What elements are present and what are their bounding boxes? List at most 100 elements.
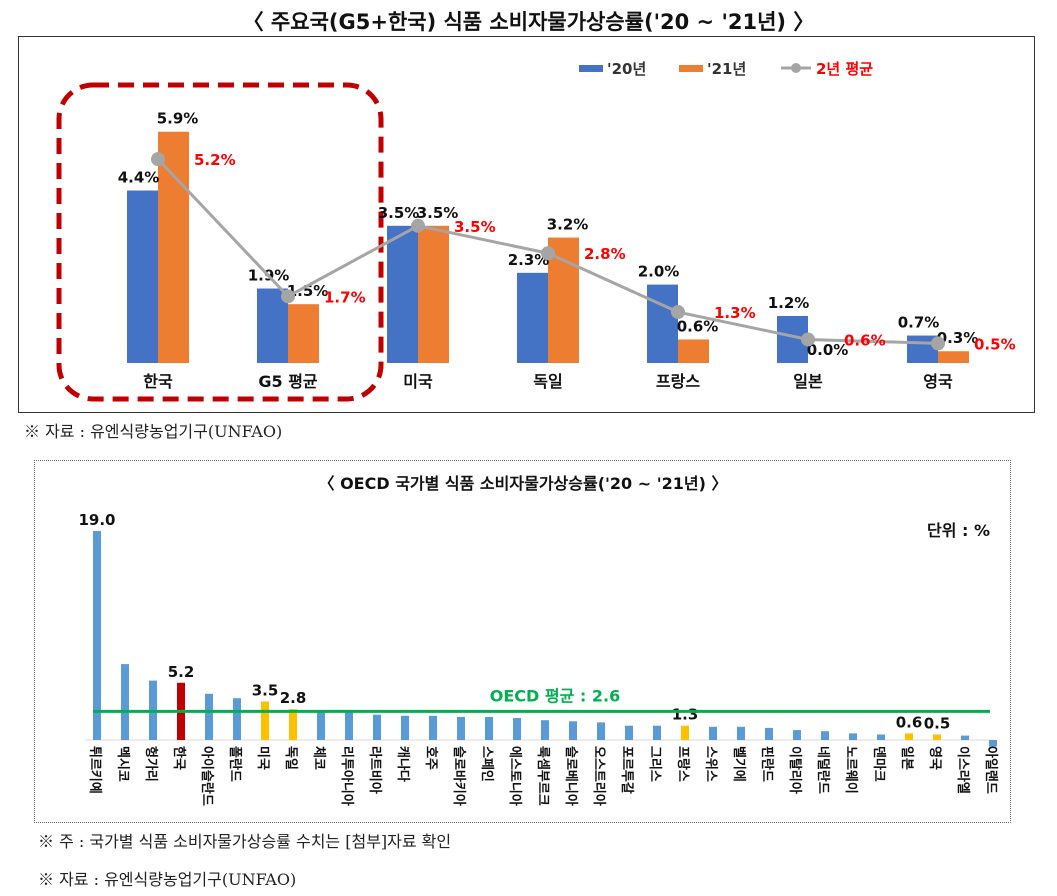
bar-오스트리아 [597,722,605,740]
category-label: 일본 [793,372,823,391]
category-label: 이탈리아 [787,746,803,794]
bar-영국 [933,734,941,740]
bar-미국 [261,701,269,740]
bar-일본 [905,733,913,740]
bar-2021 [548,237,579,363]
bar-리투아니아 [345,711,353,740]
highlight-box [56,82,384,402]
data-label: 5.2 [168,663,195,681]
category-label: 프랑스 [656,372,700,391]
bar-2020 [387,225,418,363]
bar-아일랜드 [989,740,997,747]
category-label: 한국 [143,372,173,391]
legend-swatch-2020 [579,65,603,72]
bar-스위스 [709,726,717,740]
bar-멕시코 [121,664,129,740]
avg-data-label: 0.5% [974,335,1016,353]
data-label: 3.5 [252,682,279,700]
data-label-2020: 2.3% [508,251,550,269]
category-label: 노르웨이 [843,746,859,794]
legend-marker-avg [791,63,801,73]
category-label: 벨기에 [731,746,747,782]
bar-2021 [938,351,969,363]
category-label: 에스토니아 [507,746,523,806]
avg-marker [151,152,165,167]
oecd-average-label: OECD 평균 : 2.6 [490,686,620,705]
category-label: 그리스 [647,746,663,782]
bar-2021 [158,131,189,363]
category-label: 포르투갈 [619,746,634,794]
data-label-2021: 3.2% [547,216,589,234]
category-label: 오스트리아 [591,746,607,806]
bottom-note: ※ 주 : 국가별 식품 소비자물가상승률 수치는 [첨부]자료 확인 [38,832,452,851]
bar-2020 [517,272,548,363]
bottom-chart-title: 〈 OECD 국가별 식품 소비자물가상승률('20 ~ '21년) 〉 [319,474,728,493]
data-label-2021: 0.6% [677,317,719,335]
avg-data-label: 0.6% [844,331,886,349]
category-label: 스위스 [703,746,718,782]
bottom-chart-svg: 〈 OECD 국가별 식품 소비자물가상승률('20 ~ '21년) 〉 단위 :… [78,474,999,806]
data-label: 0.6 [896,713,923,731]
category-label: 한국 [171,746,187,770]
avg-marker [931,336,945,351]
bar-아이슬란드 [205,693,213,740]
avg-marker [281,289,295,304]
bar-호주 [429,715,437,740]
bar-라트비아 [373,714,381,740]
bar-덴마크 [877,734,885,740]
bar-스페인 [485,716,493,740]
avg-data-label: 1.3% [714,304,756,322]
bar-핀란드 [765,727,773,740]
bar-포르투갈 [625,725,633,740]
data-label: 2.8 [280,689,307,707]
category-label: 슬로베니아 [563,746,579,806]
bar-벨기에 [737,726,745,740]
data-label-2021: 3.5% [417,204,459,222]
category-label: 체코 [311,746,326,770]
category-label: 독일 [533,372,562,391]
bottom-chart: 〈 OECD 국가별 식품 소비자물가상승률('20 ~ '21년) 〉 단위 :… [34,460,1011,823]
category-label: 튀르키예 [87,746,103,794]
avg-marker [801,332,815,347]
data-label-2020: 0.7% [898,314,940,332]
category-label: 리투아니아 [339,746,355,806]
bar-캐나다 [401,715,409,740]
category-label: 헝가리 [143,746,159,782]
bar-2021 [288,304,319,363]
legend-label-2021: '21년 [707,60,746,78]
bar-튀르키예 [93,531,101,740]
data-label-2020: 1.2% [768,294,810,312]
data-label-2021: 0.0% [807,341,849,359]
data-label: 19.0 [78,511,115,529]
bar-2020 [647,284,678,363]
bar-에스토니아 [513,718,521,740]
bar-그리스 [653,725,661,740]
legend-swatch-2021 [679,65,703,72]
category-label: 영국 [923,372,953,391]
category-label: 아이슬란드 [199,746,215,806]
category-label: 미국 [255,746,271,770]
category-label: 멕시코 [115,746,131,782]
bar-이탈리아 [793,730,801,740]
category-label: 캐나다 [395,746,411,782]
avg-data-label: 3.5% [454,218,496,236]
bar-체코 [317,711,325,740]
avg-marker [671,305,685,320]
category-label: 라트비아 [367,746,383,794]
category-label: 폴란드 [227,746,242,782]
category-label: 이스라엘 [955,746,971,794]
avg-marker [411,218,425,233]
category-label: 덴마크 [871,746,887,782]
bar-폴란드 [233,698,241,740]
avg-data-label: 2.8% [584,245,626,263]
category-label: 네덜란드 [815,746,831,794]
avg-data-label: 1.7% [324,288,366,306]
category-label: 영국 [927,746,942,770]
bar-독일 [289,709,297,740]
top-source-note: ※ 자료 : 유엔식량농업기구(UNFAO) [24,422,283,441]
bar-프랑스 [681,725,689,740]
avg-marker [541,246,555,261]
bar-이스라엘 [961,735,969,740]
category-label: 스페인 [479,746,495,782]
category-label: 아일랜드 [983,746,999,794]
